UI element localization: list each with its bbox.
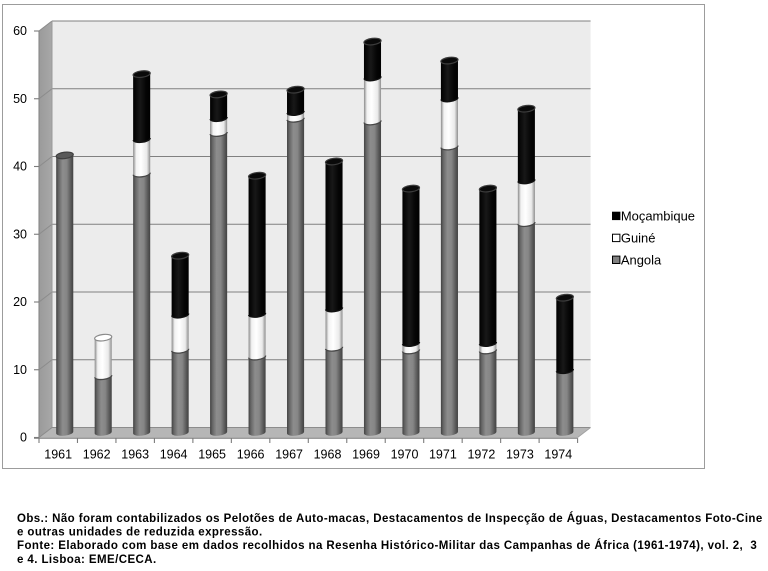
svg-text:1963: 1963 (121, 448, 149, 462)
svg-text:1966: 1966 (237, 448, 265, 462)
svg-text:1961: 1961 (44, 448, 72, 462)
svg-text:1968: 1968 (314, 448, 342, 462)
svg-text:1974: 1974 (544, 448, 572, 462)
svg-text:20: 20 (13, 295, 27, 309)
svg-text:30: 30 (13, 227, 27, 241)
svg-text:1973: 1973 (506, 448, 534, 462)
svg-text:1970: 1970 (391, 448, 419, 462)
svg-text:1964: 1964 (160, 448, 188, 462)
svg-text:Obs.: Não foram contabilizados: Obs.: Não foram contabilizados os Pelotõ… (17, 512, 763, 525)
svg-text:1971: 1971 (429, 448, 457, 462)
svg-text:1969: 1969 (352, 448, 380, 462)
svg-text:40: 40 (13, 160, 27, 174)
svg-text:0: 0 (20, 431, 27, 445)
svg-text:1965: 1965 (198, 448, 226, 462)
svg-text:e 4. Lisboa: EME/CECA.: e 4. Lisboa: EME/CECA. (17, 554, 157, 566)
svg-text:50: 50 (13, 92, 27, 106)
svg-text:1962: 1962 (83, 448, 111, 462)
svg-text:10: 10 (13, 363, 27, 377)
svg-text:Fonte: Elaborado com base em d: Fonte: Elaborado com base em dados recol… (17, 539, 757, 552)
svg-text:Moçambique: Moçambique (621, 209, 695, 224)
svg-text:1972: 1972 (467, 448, 495, 462)
svg-text:Angola: Angola (621, 252, 662, 267)
svg-text:Guiné: Guiné (621, 231, 656, 246)
svg-text:60: 60 (13, 24, 27, 38)
svg-text:e outras unidades de reduzida: e outras unidades de reduzida expressão. (17, 527, 263, 539)
svg-text:1967: 1967 (275, 448, 303, 462)
